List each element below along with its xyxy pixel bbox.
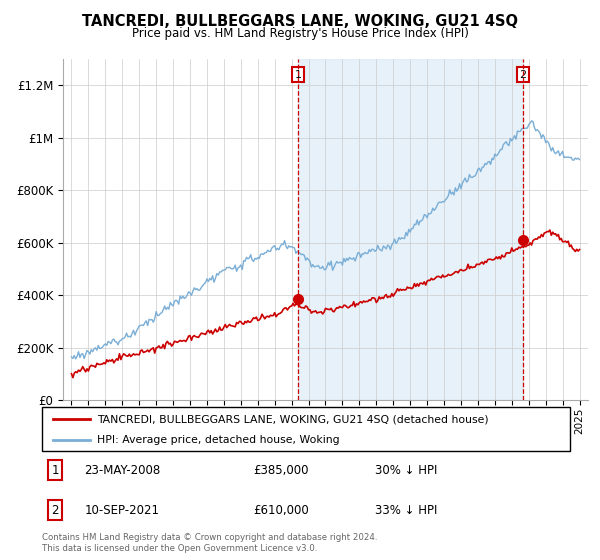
Text: £385,000: £385,000 bbox=[253, 464, 309, 477]
Text: 33% ↓ HPI: 33% ↓ HPI bbox=[374, 504, 437, 517]
FancyBboxPatch shape bbox=[42, 407, 570, 451]
Text: 10-SEP-2021: 10-SEP-2021 bbox=[84, 504, 159, 517]
Text: 1: 1 bbox=[295, 69, 302, 80]
Text: TANCREDI, BULLBEGGARS LANE, WOKING, GU21 4SQ: TANCREDI, BULLBEGGARS LANE, WOKING, GU21… bbox=[82, 14, 518, 29]
Text: 23-MAY-2008: 23-MAY-2008 bbox=[84, 464, 160, 477]
Text: 2: 2 bbox=[520, 69, 527, 80]
Text: Contains HM Land Registry data © Crown copyright and database right 2024.
This d: Contains HM Land Registry data © Crown c… bbox=[42, 533, 377, 553]
Text: 2: 2 bbox=[52, 504, 59, 517]
Text: 1: 1 bbox=[52, 464, 59, 477]
Text: £610,000: £610,000 bbox=[253, 504, 309, 517]
Text: 30% ↓ HPI: 30% ↓ HPI bbox=[374, 464, 437, 477]
Text: TANCREDI, BULLBEGGARS LANE, WOKING, GU21 4SQ (detached house): TANCREDI, BULLBEGGARS LANE, WOKING, GU21… bbox=[97, 414, 489, 424]
Bar bbox=[298, 59, 523, 400]
Text: Price paid vs. HM Land Registry's House Price Index (HPI): Price paid vs. HM Land Registry's House … bbox=[131, 27, 469, 40]
Text: HPI: Average price, detached house, Woking: HPI: Average price, detached house, Woki… bbox=[97, 435, 340, 445]
